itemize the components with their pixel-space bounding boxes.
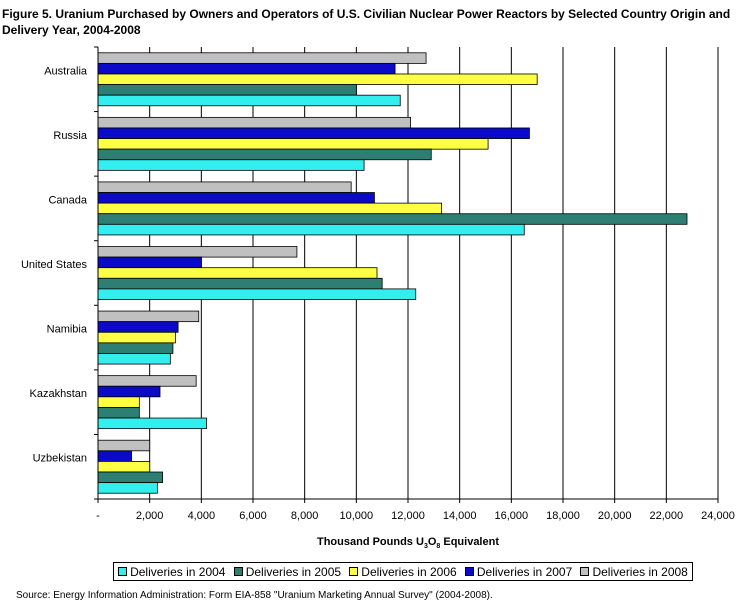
chart-title: Figure 5. Uranium Purchased by Owners an… bbox=[2, 7, 731, 37]
bar bbox=[97, 310, 200, 323]
category-label: Uzbekistan bbox=[33, 453, 87, 465]
bar bbox=[97, 73, 538, 85]
bar bbox=[97, 482, 158, 494]
legend-label: Deliveries in 2005 bbox=[245, 564, 342, 579]
bar bbox=[97, 471, 163, 484]
legend-item: Deliveries in 2007 bbox=[464, 564, 573, 579]
bar bbox=[97, 181, 352, 193]
bar bbox=[97, 116, 411, 129]
category-label: Canada bbox=[48, 194, 87, 206]
bar bbox=[97, 450, 132, 462]
category-label: United States bbox=[21, 259, 88, 271]
bar bbox=[97, 94, 401, 107]
bar bbox=[97, 288, 417, 300]
bar bbox=[97, 342, 174, 354]
x-tick-label: - bbox=[96, 510, 100, 522]
bar bbox=[97, 223, 525, 236]
x-axis-label-sub1: 3 bbox=[424, 543, 428, 550]
bar bbox=[97, 353, 171, 365]
bar bbox=[97, 267, 378, 279]
bar bbox=[97, 439, 151, 452]
bar bbox=[97, 277, 383, 290]
x-tick-label: 12,000 bbox=[391, 510, 425, 522]
bar bbox=[97, 148, 432, 161]
x-tick-label: 24,000 bbox=[701, 510, 735, 522]
category-label: Kazakhstan bbox=[30, 388, 87, 400]
bar bbox=[97, 62, 396, 75]
source-note: Source: Energy Information Administratio… bbox=[16, 590, 493, 601]
x-axis-label-mid: O bbox=[428, 536, 437, 548]
x-tick-label: 6,000 bbox=[239, 510, 267, 522]
x-axis-label: Thousand Pounds U3O8 Equivalent bbox=[317, 536, 499, 550]
bar bbox=[97, 127, 530, 139]
bar bbox=[97, 461, 151, 473]
x-tick-label: 8,000 bbox=[291, 510, 319, 522]
x-axis-label-post: Equivalent bbox=[440, 536, 499, 548]
category-label: Namibia bbox=[47, 324, 88, 336]
bar bbox=[97, 396, 140, 408]
bar bbox=[97, 202, 442, 215]
legend-swatch bbox=[580, 567, 590, 576]
bar bbox=[97, 246, 298, 258]
legend-swatch bbox=[349, 567, 359, 576]
legend: Deliveries in 2004 Deliveries in 2005 Deli… bbox=[113, 562, 693, 581]
legend-item: Deliveries in 2005 bbox=[233, 564, 342, 579]
category-label: Australia bbox=[44, 65, 88, 77]
axes: - 2,000 4,000 6,000 8,000 10,000 12,000 14,000 1… bbox=[21, 46, 735, 522]
bar bbox=[97, 331, 176, 344]
legend-swatch bbox=[464, 567, 474, 576]
x-axis-label-sub2: 8 bbox=[436, 543, 440, 550]
bar bbox=[97, 159, 365, 171]
legend-swatch bbox=[118, 567, 128, 576]
bar bbox=[97, 192, 375, 204]
bar bbox=[97, 321, 179, 333]
legend-item: Deliveries in 2008 bbox=[580, 564, 688, 579]
legend-swatch bbox=[233, 567, 243, 576]
bar bbox=[97, 385, 161, 398]
legend-item: Deliveries in 2004 bbox=[118, 565, 225, 579]
bar bbox=[97, 213, 688, 225]
category-label: Russia bbox=[53, 130, 88, 142]
bar bbox=[97, 375, 197, 387]
legend-label: Deliveries in 2008 bbox=[592, 564, 688, 579]
x-tick-label: 20,000 bbox=[598, 510, 632, 522]
bar bbox=[97, 138, 489, 150]
bar bbox=[97, 407, 140, 419]
bar bbox=[97, 84, 357, 96]
legend-item: Deliveries in 2006 bbox=[349, 564, 457, 579]
bars bbox=[97, 52, 688, 494]
bar bbox=[97, 52, 427, 64]
x-tick-label: 22,000 bbox=[650, 510, 684, 522]
x-axis-label-pre: Thousand Pounds U bbox=[317, 536, 424, 548]
legend-label: Deliveries in 2007 bbox=[476, 564, 573, 579]
bar bbox=[97, 417, 207, 430]
x-tick-label: 16,000 bbox=[495, 510, 529, 522]
bar-chart: - 2,000 4,000 6,000 8,000 10,000 12,000 14,000 1… bbox=[21, 46, 735, 550]
legend-label: Deliveries in 2006 bbox=[361, 564, 457, 579]
legend-label: Deliveries in 2004 bbox=[130, 564, 226, 579]
x-tick-label: 4,000 bbox=[188, 510, 216, 522]
bar bbox=[97, 256, 202, 269]
x-tick-label: 10,000 bbox=[340, 510, 374, 522]
x-tick-label: 18,000 bbox=[546, 510, 580, 522]
x-tick-label: 14,000 bbox=[443, 510, 477, 522]
x-tick-label: 2,000 bbox=[136, 510, 164, 522]
